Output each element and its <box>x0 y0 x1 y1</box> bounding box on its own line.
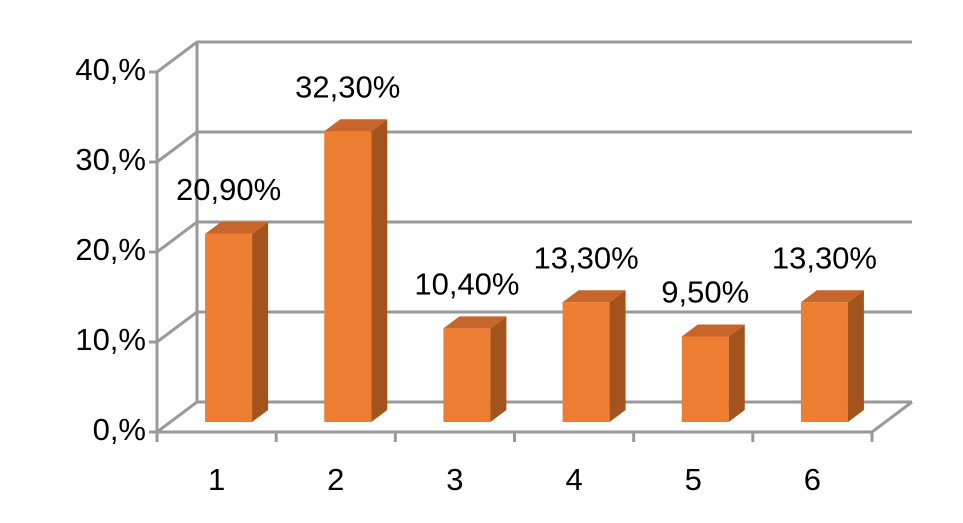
bar-side <box>728 324 745 422</box>
data-label: 20,90% <box>176 172 281 207</box>
data-label: 13,30% <box>772 240 877 275</box>
bar-side <box>490 316 507 422</box>
bar-side <box>371 119 388 423</box>
x-tick-label: 2 <box>327 462 344 497</box>
grid-line <box>156 130 912 164</box>
data-label: 32,30% <box>295 69 400 104</box>
bar <box>205 233 253 422</box>
bar-top <box>443 316 507 329</box>
data-label: 9,50% <box>661 275 749 310</box>
bar <box>443 328 491 422</box>
bar-top <box>681 324 745 337</box>
data-label: 10,40% <box>414 267 519 302</box>
floor-right <box>871 400 913 434</box>
y-tick-label: 10,% <box>75 322 146 357</box>
data-label: 13,30% <box>534 240 639 275</box>
x-tick-label: 1 <box>208 462 225 497</box>
grid-line <box>156 220 912 254</box>
bar-top <box>562 290 626 303</box>
x-tick-label: 4 <box>565 462 582 497</box>
bar <box>324 131 372 423</box>
y-tick-label: 30,% <box>75 142 146 177</box>
bar-side <box>252 221 269 422</box>
x-tick-label: 6 <box>804 462 821 497</box>
y-tick-label: 40,% <box>75 52 146 87</box>
bar-side <box>609 290 626 422</box>
bar <box>681 336 729 422</box>
bar-top <box>800 290 864 303</box>
x-tick-label: 3 <box>446 462 463 497</box>
grid-line <box>156 40 912 74</box>
bar <box>800 302 848 422</box>
y-tick-label: 20,% <box>75 232 146 267</box>
bar-top <box>205 221 269 234</box>
bar-side <box>847 290 864 422</box>
y-tick-label: 0,% <box>93 412 146 447</box>
grid-line <box>156 400 912 434</box>
grid-line <box>156 310 912 344</box>
bar <box>562 302 610 422</box>
x-tick-label: 5 <box>685 462 702 497</box>
bar-top <box>324 119 388 132</box>
